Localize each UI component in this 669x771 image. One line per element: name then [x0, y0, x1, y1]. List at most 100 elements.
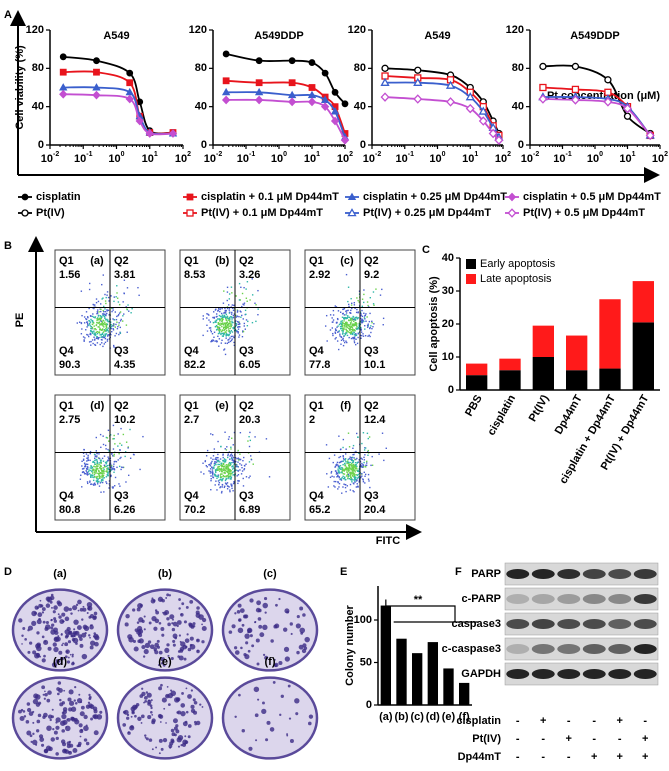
flow-event	[356, 486, 359, 488]
flow-event	[344, 469, 346, 471]
colony	[36, 606, 39, 610]
flow-event	[336, 326, 338, 328]
flow-event	[345, 314, 347, 316]
colony	[176, 711, 179, 714]
flow-event	[213, 474, 216, 476]
flow-event	[103, 466, 106, 468]
flow-event	[339, 478, 341, 481]
flow-event	[342, 486, 344, 488]
flow-event	[231, 331, 234, 333]
flow-event	[101, 313, 104, 315]
flow-event	[206, 317, 208, 319]
legend-label: Early apoptosis	[480, 258, 556, 270]
flow-event	[349, 489, 352, 491]
flow-event	[358, 472, 361, 475]
flow-event	[210, 331, 213, 333]
flow-event	[229, 463, 232, 465]
x-tick-exponent: -1	[566, 151, 572, 158]
flow-event	[360, 329, 363, 331]
flow-event	[352, 490, 354, 492]
flow-event	[228, 323, 230, 325]
flow-event	[112, 455, 114, 457]
colony	[180, 710, 186, 717]
colony	[94, 641, 99, 647]
flow-event	[112, 327, 114, 330]
flow-event	[231, 466, 233, 468]
flow-event	[224, 465, 226, 467]
x-tick-base: 10	[462, 153, 474, 165]
significance-bracket	[385, 599, 456, 622]
flow-event	[240, 311, 242, 313]
colony	[79, 711, 85, 717]
flow-event	[224, 448, 226, 450]
flow-event	[342, 308, 345, 310]
colony	[157, 596, 164, 602]
flow-event	[230, 339, 233, 342]
colony	[296, 650, 300, 655]
flow-event	[96, 312, 98, 315]
flow-event	[87, 316, 89, 319]
flow-event	[340, 336, 343, 339]
data-point	[340, 135, 350, 145]
flow-event	[363, 459, 366, 461]
flow-event	[87, 473, 89, 475]
flow-event	[243, 322, 246, 325]
flow-event	[116, 292, 118, 294]
colony	[144, 642, 151, 649]
flow-event	[233, 326, 235, 329]
blot-band	[582, 569, 606, 579]
flow-event	[216, 475, 218, 477]
flow-event	[238, 459, 240, 461]
flow-event	[222, 460, 225, 462]
flow-event	[211, 466, 213, 468]
flow-event	[99, 324, 101, 326]
flow-event	[202, 315, 204, 317]
colony	[69, 653, 72, 656]
flow-event	[112, 329, 115, 331]
flow-event	[210, 433, 212, 435]
flow-event	[371, 320, 373, 323]
flow-event	[347, 467, 349, 470]
flow-event	[241, 305, 243, 308]
colony	[142, 655, 146, 658]
flow-event	[215, 471, 217, 473]
flow-event	[353, 331, 355, 334]
colony	[170, 728, 175, 733]
legend-label: Pt(IV) + 0.1 μM Dp44mT	[201, 207, 323, 219]
flow-event	[81, 460, 83, 463]
x-tick-label: 100	[271, 151, 287, 165]
colony	[44, 640, 47, 643]
flow-event	[94, 466, 97, 468]
flow-event	[223, 468, 225, 470]
flow-event	[115, 323, 117, 326]
flow-event	[103, 470, 105, 472]
flow-event	[104, 321, 106, 324]
quadrant-value: 8.53	[184, 269, 205, 281]
blot-band	[633, 594, 657, 604]
flow-event	[346, 325, 348, 327]
flow-event	[348, 324, 350, 326]
flow-event	[245, 313, 247, 316]
bar	[411, 653, 423, 705]
flow-event	[349, 464, 352, 466]
flow-event	[106, 309, 108, 311]
flow-event	[358, 301, 360, 303]
colony	[136, 607, 141, 612]
flow-event	[367, 478, 370, 480]
blot-band	[506, 644, 530, 654]
flow-event	[352, 328, 354, 330]
colony	[239, 608, 245, 613]
flow-event	[216, 341, 218, 343]
colony	[150, 710, 153, 714]
flow-event	[369, 486, 371, 489]
flow-event	[326, 340, 328, 342]
flow-event	[363, 449, 366, 451]
flow-event	[362, 319, 364, 322]
flow-event	[221, 320, 223, 322]
flow-event	[96, 332, 99, 335]
colony	[73, 628, 76, 631]
flow-event	[214, 320, 217, 322]
flow-event	[96, 319, 98, 322]
flow-event	[351, 302, 353, 305]
blot-band	[582, 669, 606, 679]
